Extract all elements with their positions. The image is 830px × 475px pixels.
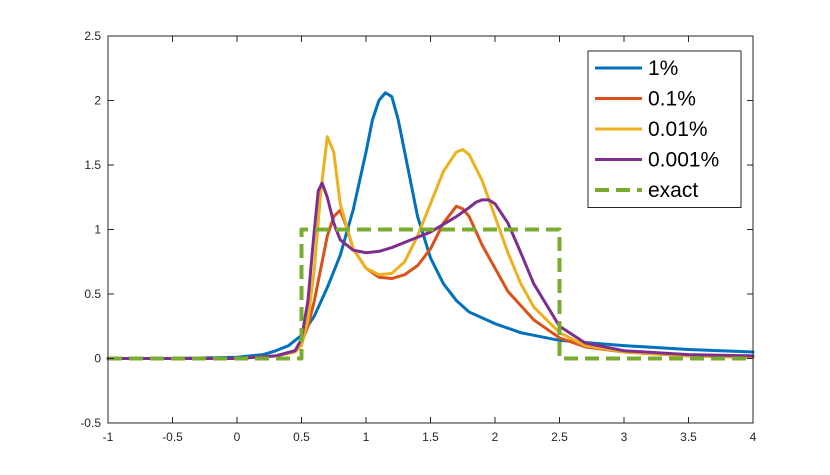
x-tick-label: 4	[750, 430, 757, 444]
series-layer	[106, 91, 755, 361]
x-tick-label: 0	[234, 430, 241, 444]
legend-label-3: 0.001%	[648, 149, 719, 172]
y-tick-label: 2.5	[84, 29, 101, 43]
x-tick-label: 3	[621, 430, 628, 444]
y-tick-label: 1	[94, 223, 101, 237]
series-line-4	[108, 227, 753, 361]
y-tick-label: -0.5	[80, 416, 101, 430]
x-tick-label: -0.5	[162, 430, 183, 444]
y-tick-label: 2	[94, 94, 101, 108]
y-tick-label: 0.5	[84, 287, 101, 301]
x-tick-label: 1	[363, 430, 370, 444]
series-line-0	[106, 91, 755, 360]
axes-layer: -1 -0.5 0 0.5 1 1.5 2 2.5 3 3.5 4-0.500.511.522.5	[80, 29, 756, 444]
x-tick-label: 2	[492, 430, 499, 444]
legend-label-1: 0.1%	[648, 88, 696, 111]
x-tick-label: -1	[103, 430, 114, 444]
y-tick-label: 1.5	[84, 158, 101, 172]
series-line-2	[106, 135, 755, 360]
legend-label-2: 0.01%	[648, 118, 708, 141]
series-line-3	[106, 181, 755, 360]
x-tick-label: 2.5	[551, 430, 568, 444]
legend: 1% 0.1% 0.01% 0.001% exact	[587, 50, 742, 208]
x-tick-label: 3.5	[680, 430, 697, 444]
x-tick-label: 0.5	[293, 430, 310, 444]
series-line-1	[106, 204, 755, 360]
legend-label-0: 1%	[648, 57, 678, 80]
x-tick-label: 1.5	[422, 430, 439, 444]
y-tick-label: 0	[94, 352, 101, 366]
legend-label-4: exact	[648, 179, 698, 202]
